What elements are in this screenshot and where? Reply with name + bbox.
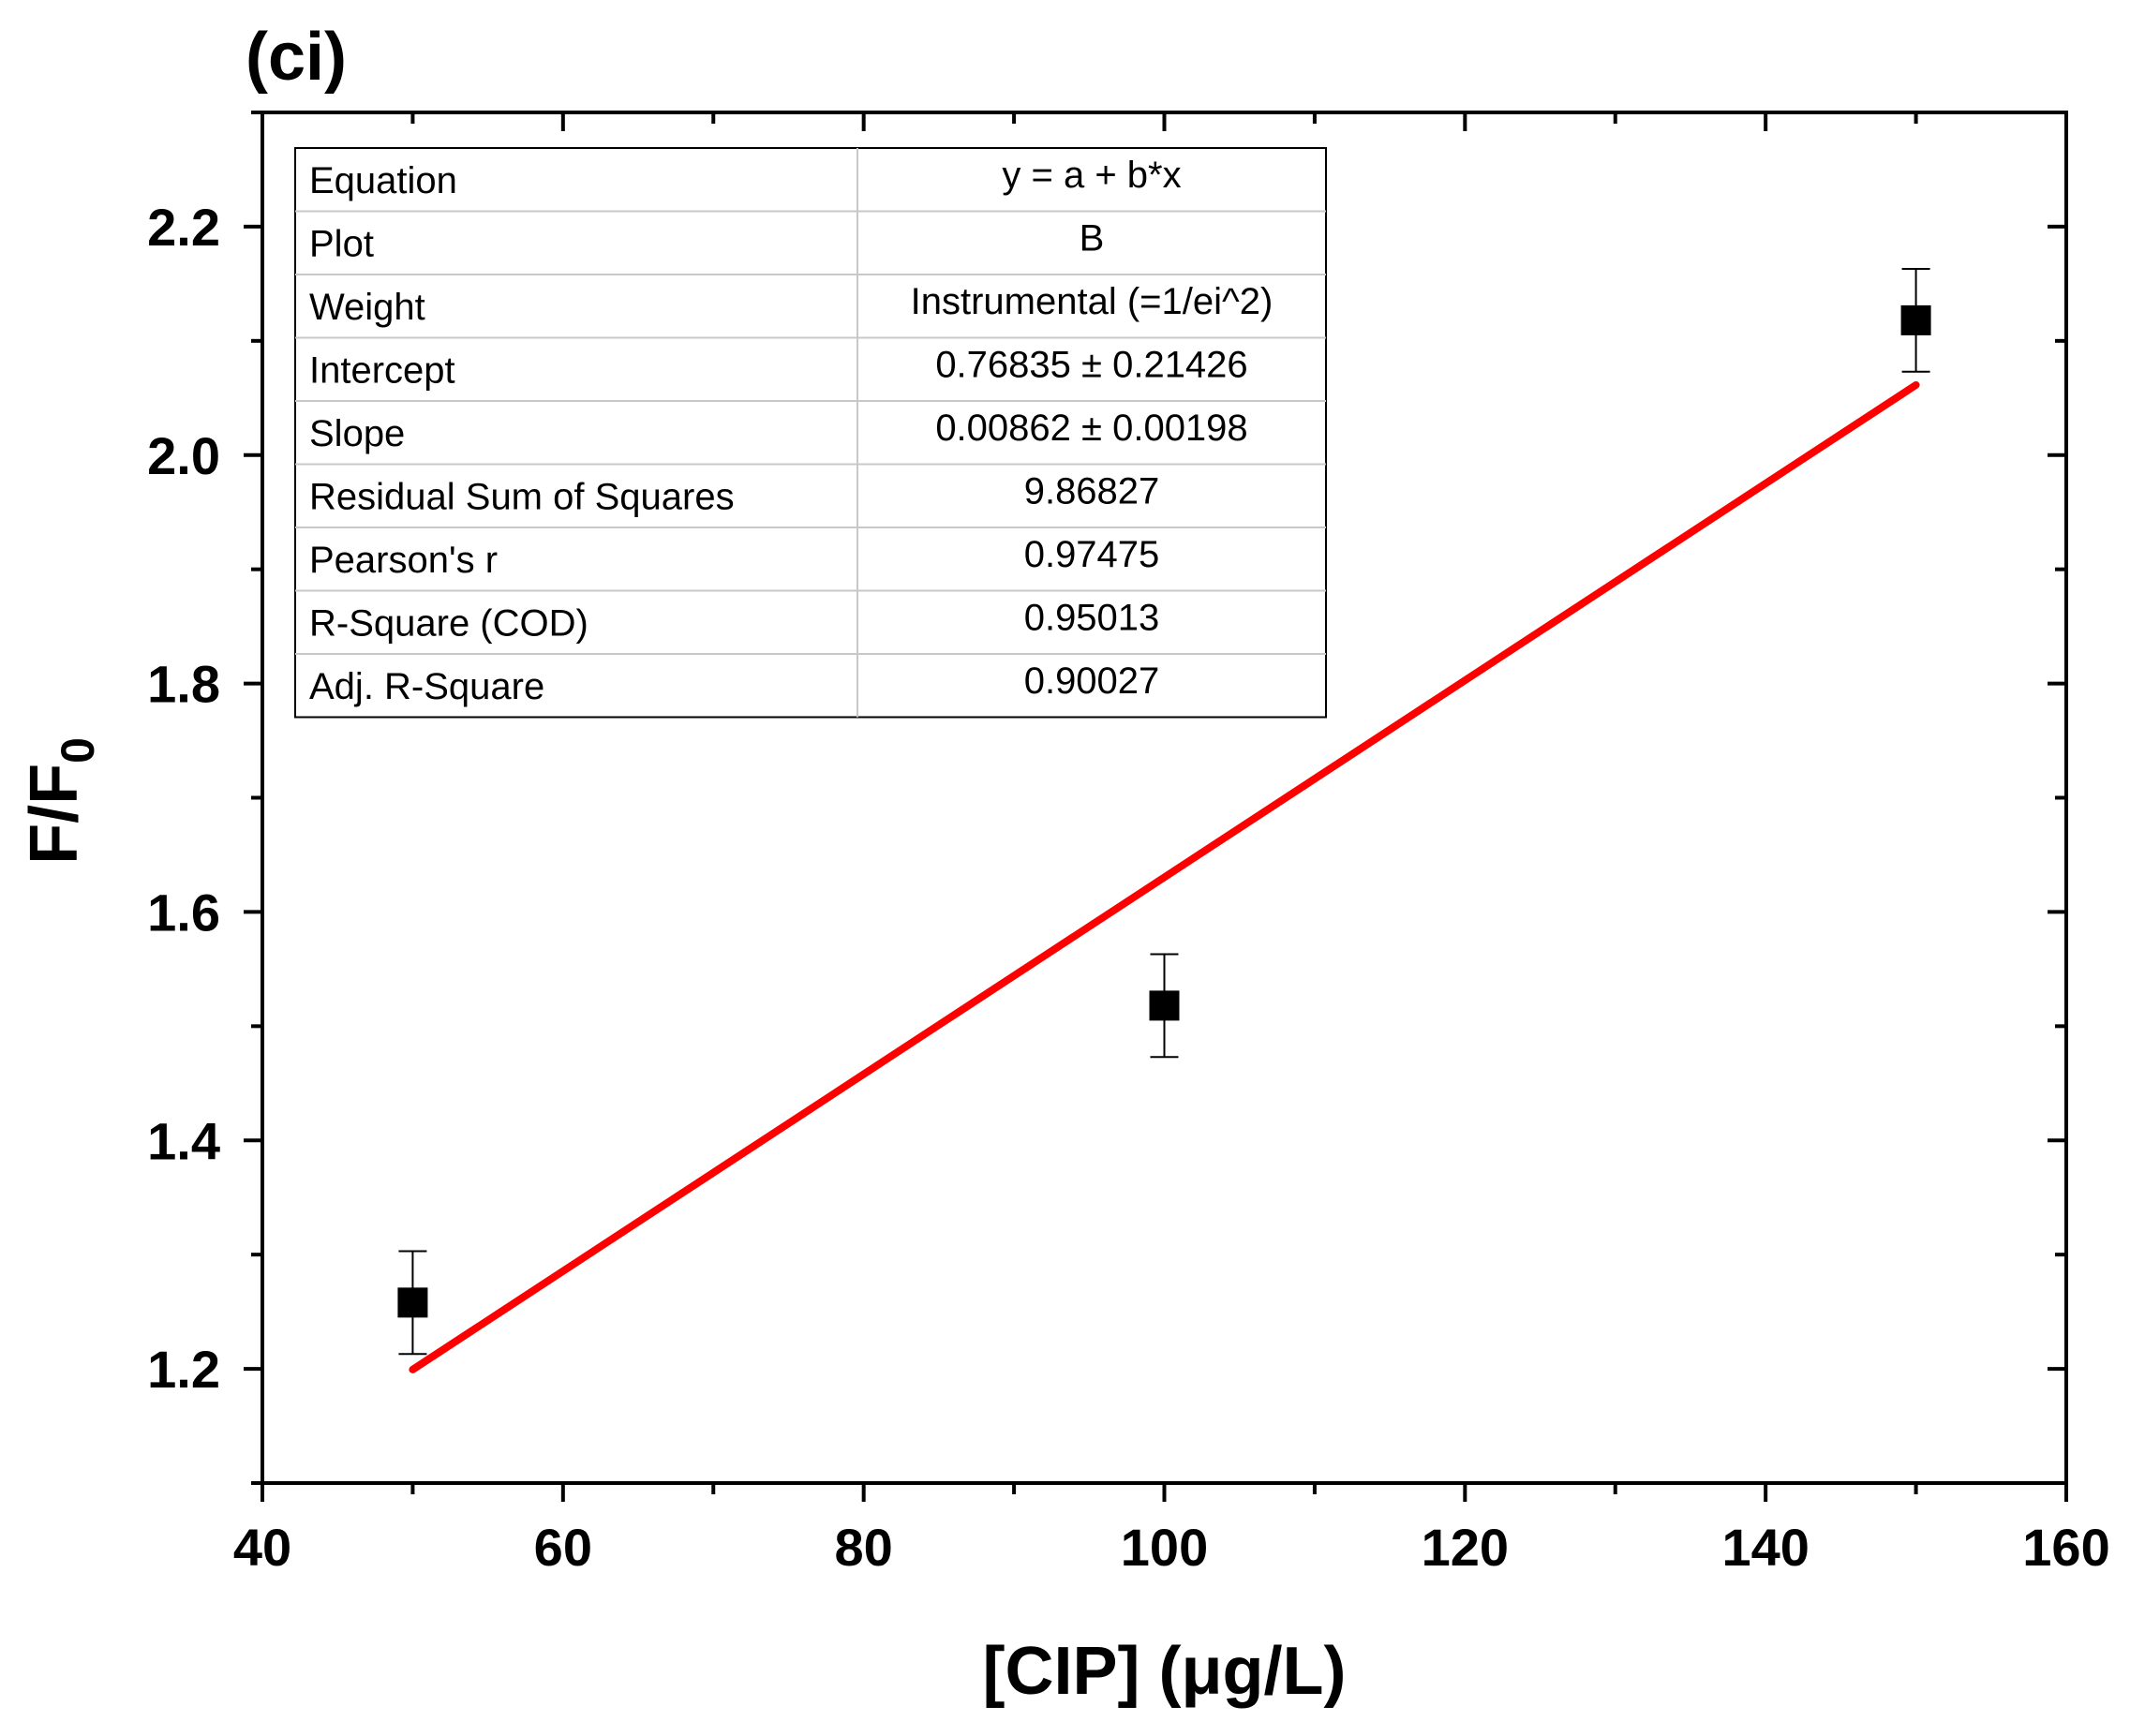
data-point: [1900, 304, 1931, 335]
y-tick-label: 2.0: [147, 426, 220, 485]
stats-table-value: 0.90027: [1024, 660, 1160, 702]
y-axis-title-main: F/F: [17, 764, 92, 865]
stats-table-value: Instrumental (=1/ei^2): [911, 281, 1274, 322]
x-tick-label: 40: [233, 1518, 291, 1577]
y-tick-label: 1.6: [147, 883, 220, 942]
stats-table-label: Intercept: [309, 350, 455, 392]
y-tick-label: 2.2: [147, 198, 220, 257]
y-axis-title-subscript: 0: [52, 737, 104, 764]
x-tick-label: 120: [1422, 1518, 1509, 1577]
y-tick-label: 1.8: [147, 655, 220, 714]
panel-label: (ci): [246, 20, 347, 95]
y-tick-label: 1.2: [147, 1340, 220, 1399]
stats-table-value: 9.86827: [1024, 471, 1160, 512]
stats-table-label: Weight: [309, 287, 425, 328]
stats-table-value: B: [1080, 218, 1105, 260]
x-tick-label: 100: [1121, 1518, 1208, 1577]
data-point: [1149, 990, 1180, 1021]
x-axis-title: [CIP] (μg/L): [983, 1634, 1347, 1709]
stats-table-label: Slope: [309, 413, 405, 454]
stats-table-label: Equation: [309, 160, 457, 201]
stats-table-label: Adj. R-Square: [309, 666, 544, 707]
fit-line: [409, 380, 1920, 1373]
stats-table-value: 0.76835 ± 0.21426: [935, 345, 1247, 386]
x-tick-label: 60: [534, 1518, 592, 1577]
stats-table-value: y = a + b*x: [1002, 155, 1181, 196]
stats-table-label: Pearson's r: [309, 540, 498, 581]
stats-table-value: 0.97475: [1024, 534, 1160, 575]
stats-table-label: R-Square (COD): [309, 603, 588, 645]
y-axis-title: F/F0: [17, 737, 104, 865]
stats-table-value: 0.95013: [1024, 598, 1160, 639]
stats-table-label: Plot: [309, 224, 374, 265]
x-tick-label: 160: [2022, 1518, 2109, 1577]
x-tick-label: 80: [835, 1518, 893, 1577]
x-tick-label: 140: [1721, 1518, 1809, 1577]
stats-table-border: [294, 147, 1327, 719]
stats-table-value: 0.00862 ± 0.00198: [935, 408, 1247, 449]
y-tick-label: 1.4: [147, 1111, 220, 1170]
stats-table-label: Residual Sum of Squares: [309, 477, 735, 518]
data-point: [397, 1287, 428, 1318]
